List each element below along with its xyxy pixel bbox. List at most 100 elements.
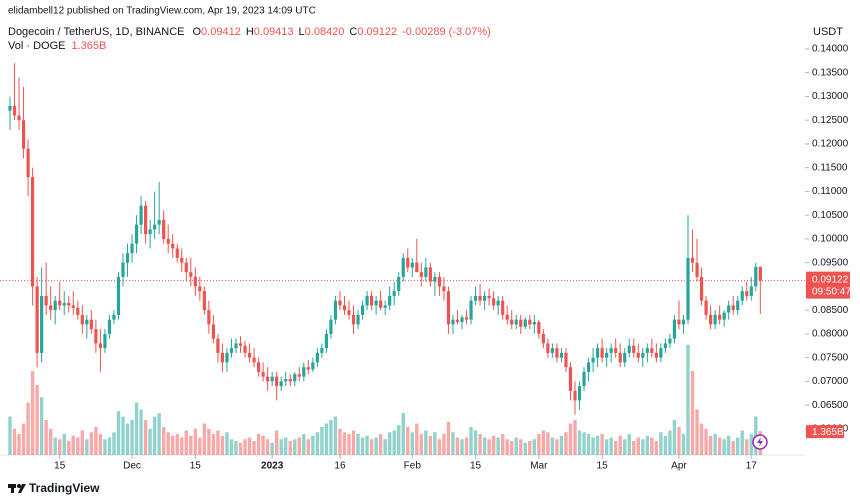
alert-icon xyxy=(752,434,768,450)
volume-bar xyxy=(722,439,726,455)
logo: TradingView xyxy=(29,481,100,495)
candle-body xyxy=(433,276,437,282)
volume-bar xyxy=(663,435,668,455)
candle-body xyxy=(342,305,347,311)
y-tick-label: 0.06500 xyxy=(812,400,849,411)
ohlc-letter: H xyxy=(246,26,254,38)
candle-body xyxy=(455,319,460,323)
candle-body xyxy=(49,305,53,311)
candle-body xyxy=(727,305,731,313)
candle-body xyxy=(496,300,500,306)
y-tick-label: 0.12500 xyxy=(812,115,849,126)
candle-body xyxy=(243,345,247,353)
x-tick-label: 15 xyxy=(54,461,66,472)
y-tick-label: 0.07500 xyxy=(812,352,849,363)
candle-body xyxy=(71,305,75,308)
volume-bar xyxy=(451,432,455,455)
volume-bar xyxy=(247,437,252,455)
y-tick-label: 0.07000 xyxy=(812,376,849,387)
candle-body xyxy=(641,352,645,358)
volume-bar xyxy=(360,437,365,455)
volume-bar xyxy=(261,435,265,455)
volume-bar xyxy=(387,432,392,455)
volume-axis-label: 1.365B xyxy=(812,427,844,438)
candle-body xyxy=(247,352,252,358)
candle-body xyxy=(252,357,256,363)
candle-body xyxy=(650,348,654,353)
candle-body xyxy=(121,262,125,277)
volume-bar xyxy=(623,439,627,455)
candle-body xyxy=(424,267,428,277)
volume-bar xyxy=(189,435,193,455)
volume-bar xyxy=(704,428,708,455)
candle-body xyxy=(645,348,649,353)
candle-body xyxy=(451,319,455,325)
candle-body xyxy=(360,305,365,315)
candle-body xyxy=(67,303,71,306)
x-tick-label: 15 xyxy=(470,461,482,472)
candle-body xyxy=(288,379,292,382)
candle-body xyxy=(311,362,315,370)
candle-body xyxy=(238,343,243,346)
candle-body xyxy=(686,257,690,320)
volume-bar xyxy=(392,430,396,455)
candle-body xyxy=(234,343,238,349)
volume-bar xyxy=(595,435,600,455)
volume-bar xyxy=(311,435,315,455)
volume-bar xyxy=(288,441,292,455)
volume-bar xyxy=(121,416,125,455)
candle-body xyxy=(672,319,677,339)
volume-bar xyxy=(243,439,247,455)
candle-body xyxy=(184,262,188,273)
candle-body xyxy=(550,348,554,353)
candle-body xyxy=(401,257,405,277)
candle-body xyxy=(406,257,410,268)
volume-bar xyxy=(347,434,351,455)
volume-bar xyxy=(740,430,744,455)
candle-body xyxy=(26,148,30,178)
candle-body xyxy=(302,367,306,377)
symbol: Dogecoin / TetherUS, 1D, BINANCE xyxy=(8,26,184,38)
volume-bar xyxy=(419,434,424,455)
volume-bar xyxy=(351,430,356,455)
candle-body xyxy=(446,291,451,325)
candle-body xyxy=(180,257,184,263)
candle-body xyxy=(347,310,351,315)
y-tick-label: 0.10000 xyxy=(812,234,849,245)
volume-bar xyxy=(745,439,749,455)
candle-body xyxy=(415,262,419,273)
candle-body xyxy=(40,295,44,353)
candle-body xyxy=(130,243,134,254)
volume-bar xyxy=(329,420,333,455)
candle-body xyxy=(374,300,378,306)
candle-body xyxy=(211,324,215,339)
candle-body xyxy=(44,295,48,306)
candle-body xyxy=(98,343,102,349)
volume-bar xyxy=(541,430,546,455)
candle-body xyxy=(605,352,609,358)
volume-bar xyxy=(134,402,139,455)
volume-bar xyxy=(184,430,188,455)
ohlc-value: 0.09413 xyxy=(254,26,294,38)
volume-bar xyxy=(401,413,405,455)
volume-bar xyxy=(672,420,677,455)
volume-bar xyxy=(76,437,80,455)
volume-bar xyxy=(39,397,44,455)
volume-bar xyxy=(85,439,89,455)
volume-bar xyxy=(460,439,464,455)
candle-body xyxy=(220,352,225,363)
x-tick-label: Feb xyxy=(404,461,422,472)
candle-body xyxy=(293,374,297,382)
volume-bar xyxy=(397,425,401,455)
volume-bar xyxy=(618,435,622,455)
candle-body xyxy=(8,105,12,111)
candle-body xyxy=(487,295,491,299)
candle-body xyxy=(284,379,288,382)
candle-body xyxy=(306,367,310,370)
volume-bar xyxy=(424,430,428,455)
candle-body xyxy=(600,348,604,358)
volume-bar xyxy=(537,434,541,455)
candle-body xyxy=(709,314,713,325)
candle-body xyxy=(442,286,446,292)
volume-bar xyxy=(478,434,482,455)
